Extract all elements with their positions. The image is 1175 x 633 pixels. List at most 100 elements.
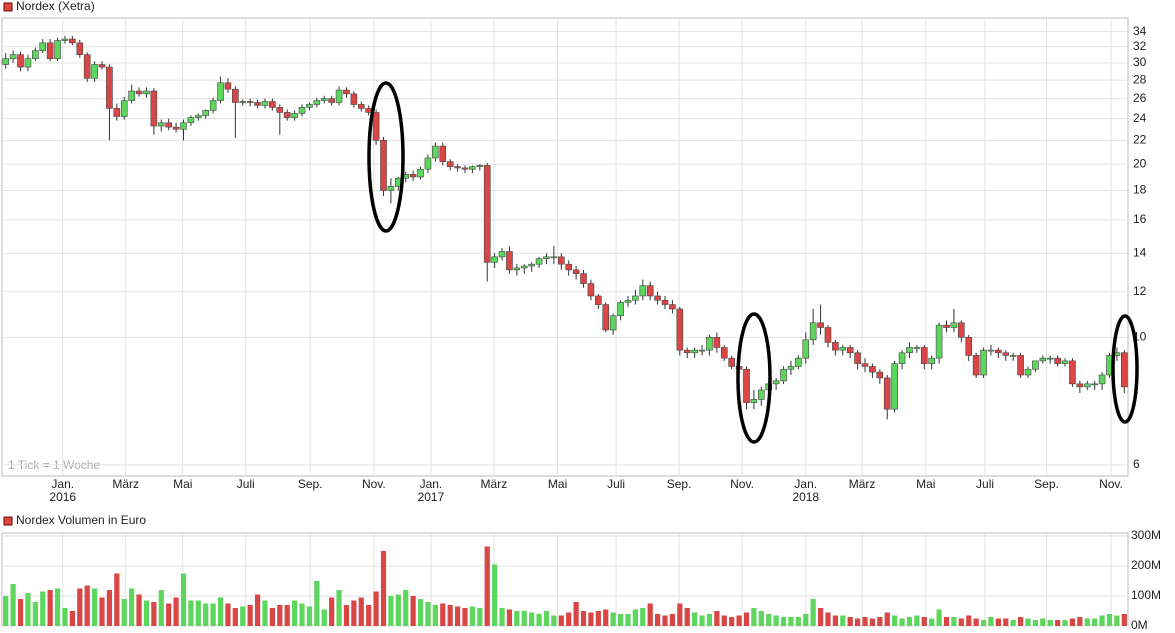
volume-bar <box>269 608 275 626</box>
volume-bar <box>514 611 520 626</box>
y-tick-label: 12 <box>1133 284 1147 298</box>
volume-bar <box>921 617 927 626</box>
x-tick-label: Juli <box>976 477 994 491</box>
volume-bar <box>662 615 668 626</box>
candle-body <box>802 339 810 359</box>
candle-body <box>54 40 61 60</box>
volume-bar <box>1099 615 1105 626</box>
volume-bar <box>1121 614 1127 626</box>
volume-bar <box>306 606 313 626</box>
legend-label: Nordex Volumen in Euro <box>16 513 146 527</box>
volume-bar <box>766 614 772 626</box>
volume-bar <box>788 617 794 626</box>
candle-body <box>920 347 928 364</box>
candle-body <box>869 366 876 373</box>
candle-body <box>787 366 795 370</box>
volume-bar <box>3 596 9 626</box>
volume-bar <box>173 597 179 626</box>
candle-body <box>1098 374 1106 385</box>
volume-bar <box>551 615 557 626</box>
volume-bar <box>262 600 268 626</box>
candle-body <box>246 101 254 103</box>
volume-bar <box>195 600 201 626</box>
candle-body <box>343 89 350 95</box>
volume-bar <box>855 618 861 626</box>
volume-bar <box>121 599 127 626</box>
candle-body <box>728 357 735 367</box>
volume-bar <box>721 615 727 626</box>
candle-body <box>446 161 454 167</box>
volume-bar <box>847 617 853 626</box>
volume-bar <box>25 593 31 626</box>
candle-body <box>587 283 595 297</box>
y-tick-label: 30 <box>1133 55 1147 69</box>
candle-body <box>706 337 713 351</box>
candle-body <box>654 295 661 301</box>
volume-bar <box>1114 615 1120 626</box>
y-tick-label: 24 <box>1133 111 1147 125</box>
volume-bar <box>714 611 720 626</box>
candle-body <box>276 107 284 113</box>
volume-bar <box>899 618 905 626</box>
candle-body <box>543 256 550 259</box>
year-label: 2016 <box>49 490 76 504</box>
volume-bar <box>677 603 683 626</box>
volume-bar <box>17 599 24 626</box>
candle-body <box>632 295 639 301</box>
candle-body <box>935 324 943 359</box>
candle-body <box>913 347 921 349</box>
y-tick-label: 22 <box>1133 133 1147 147</box>
x-tick-label: Mai <box>548 477 567 491</box>
volume-bar <box>795 617 801 626</box>
candle-body <box>580 273 587 284</box>
volume-bar <box>892 615 898 626</box>
volume-bar <box>803 614 809 626</box>
candle-body <box>609 315 617 331</box>
volume-bar <box>410 596 416 626</box>
volume-bar <box>980 620 987 626</box>
candle-body <box>861 363 869 367</box>
candle-body <box>854 352 861 364</box>
y-tick-label: 300M <box>1131 528 1161 542</box>
x-tick-label: März <box>849 477 876 491</box>
candle-body <box>809 322 817 341</box>
volume-bar <box>869 618 876 626</box>
candle-body <box>91 64 98 79</box>
candle-body <box>372 112 380 141</box>
y-tick-label: 0M <box>1131 618 1148 632</box>
candle-body <box>2 58 10 65</box>
volume-bar <box>929 618 935 626</box>
volume-bar <box>69 611 75 626</box>
candle-body <box>195 115 202 118</box>
volume-bar <box>425 602 431 626</box>
candle-body <box>409 174 417 178</box>
candle-body <box>32 50 39 60</box>
volume-bar <box>1092 618 1098 626</box>
candle-body <box>320 98 328 101</box>
volume-bar <box>129 588 135 626</box>
candle-body <box>891 363 898 410</box>
y-tick-label: 28 <box>1133 72 1147 86</box>
candle-body <box>506 251 513 271</box>
candle-body <box>180 122 187 130</box>
price-panel <box>1 17 1129 477</box>
volume-bar <box>366 605 372 626</box>
volume-bar <box>936 609 942 626</box>
candle-body <box>513 267 521 271</box>
volume-bar <box>432 605 438 626</box>
volume-bar <box>729 617 735 626</box>
candle-body <box>839 347 847 351</box>
candle-body <box>683 349 691 354</box>
volume-bar <box>210 603 216 626</box>
candle-body <box>661 299 669 305</box>
marks: Jan. März Mai Juli Sep. Nov. Jan. März Mai Juli Se… <box>2 18 1161 632</box>
volume-bar <box>832 615 838 626</box>
candle-body <box>328 98 335 103</box>
year-label: 2017 <box>418 490 445 504</box>
x-tick-label: Sep. <box>1034 477 1059 491</box>
legend-label: Nordex (Xetra) <box>16 0 95 13</box>
candle-body <box>313 100 321 105</box>
volume-bar <box>292 600 298 626</box>
candle-body <box>209 100 217 111</box>
legend-swatch <box>3 516 13 526</box>
